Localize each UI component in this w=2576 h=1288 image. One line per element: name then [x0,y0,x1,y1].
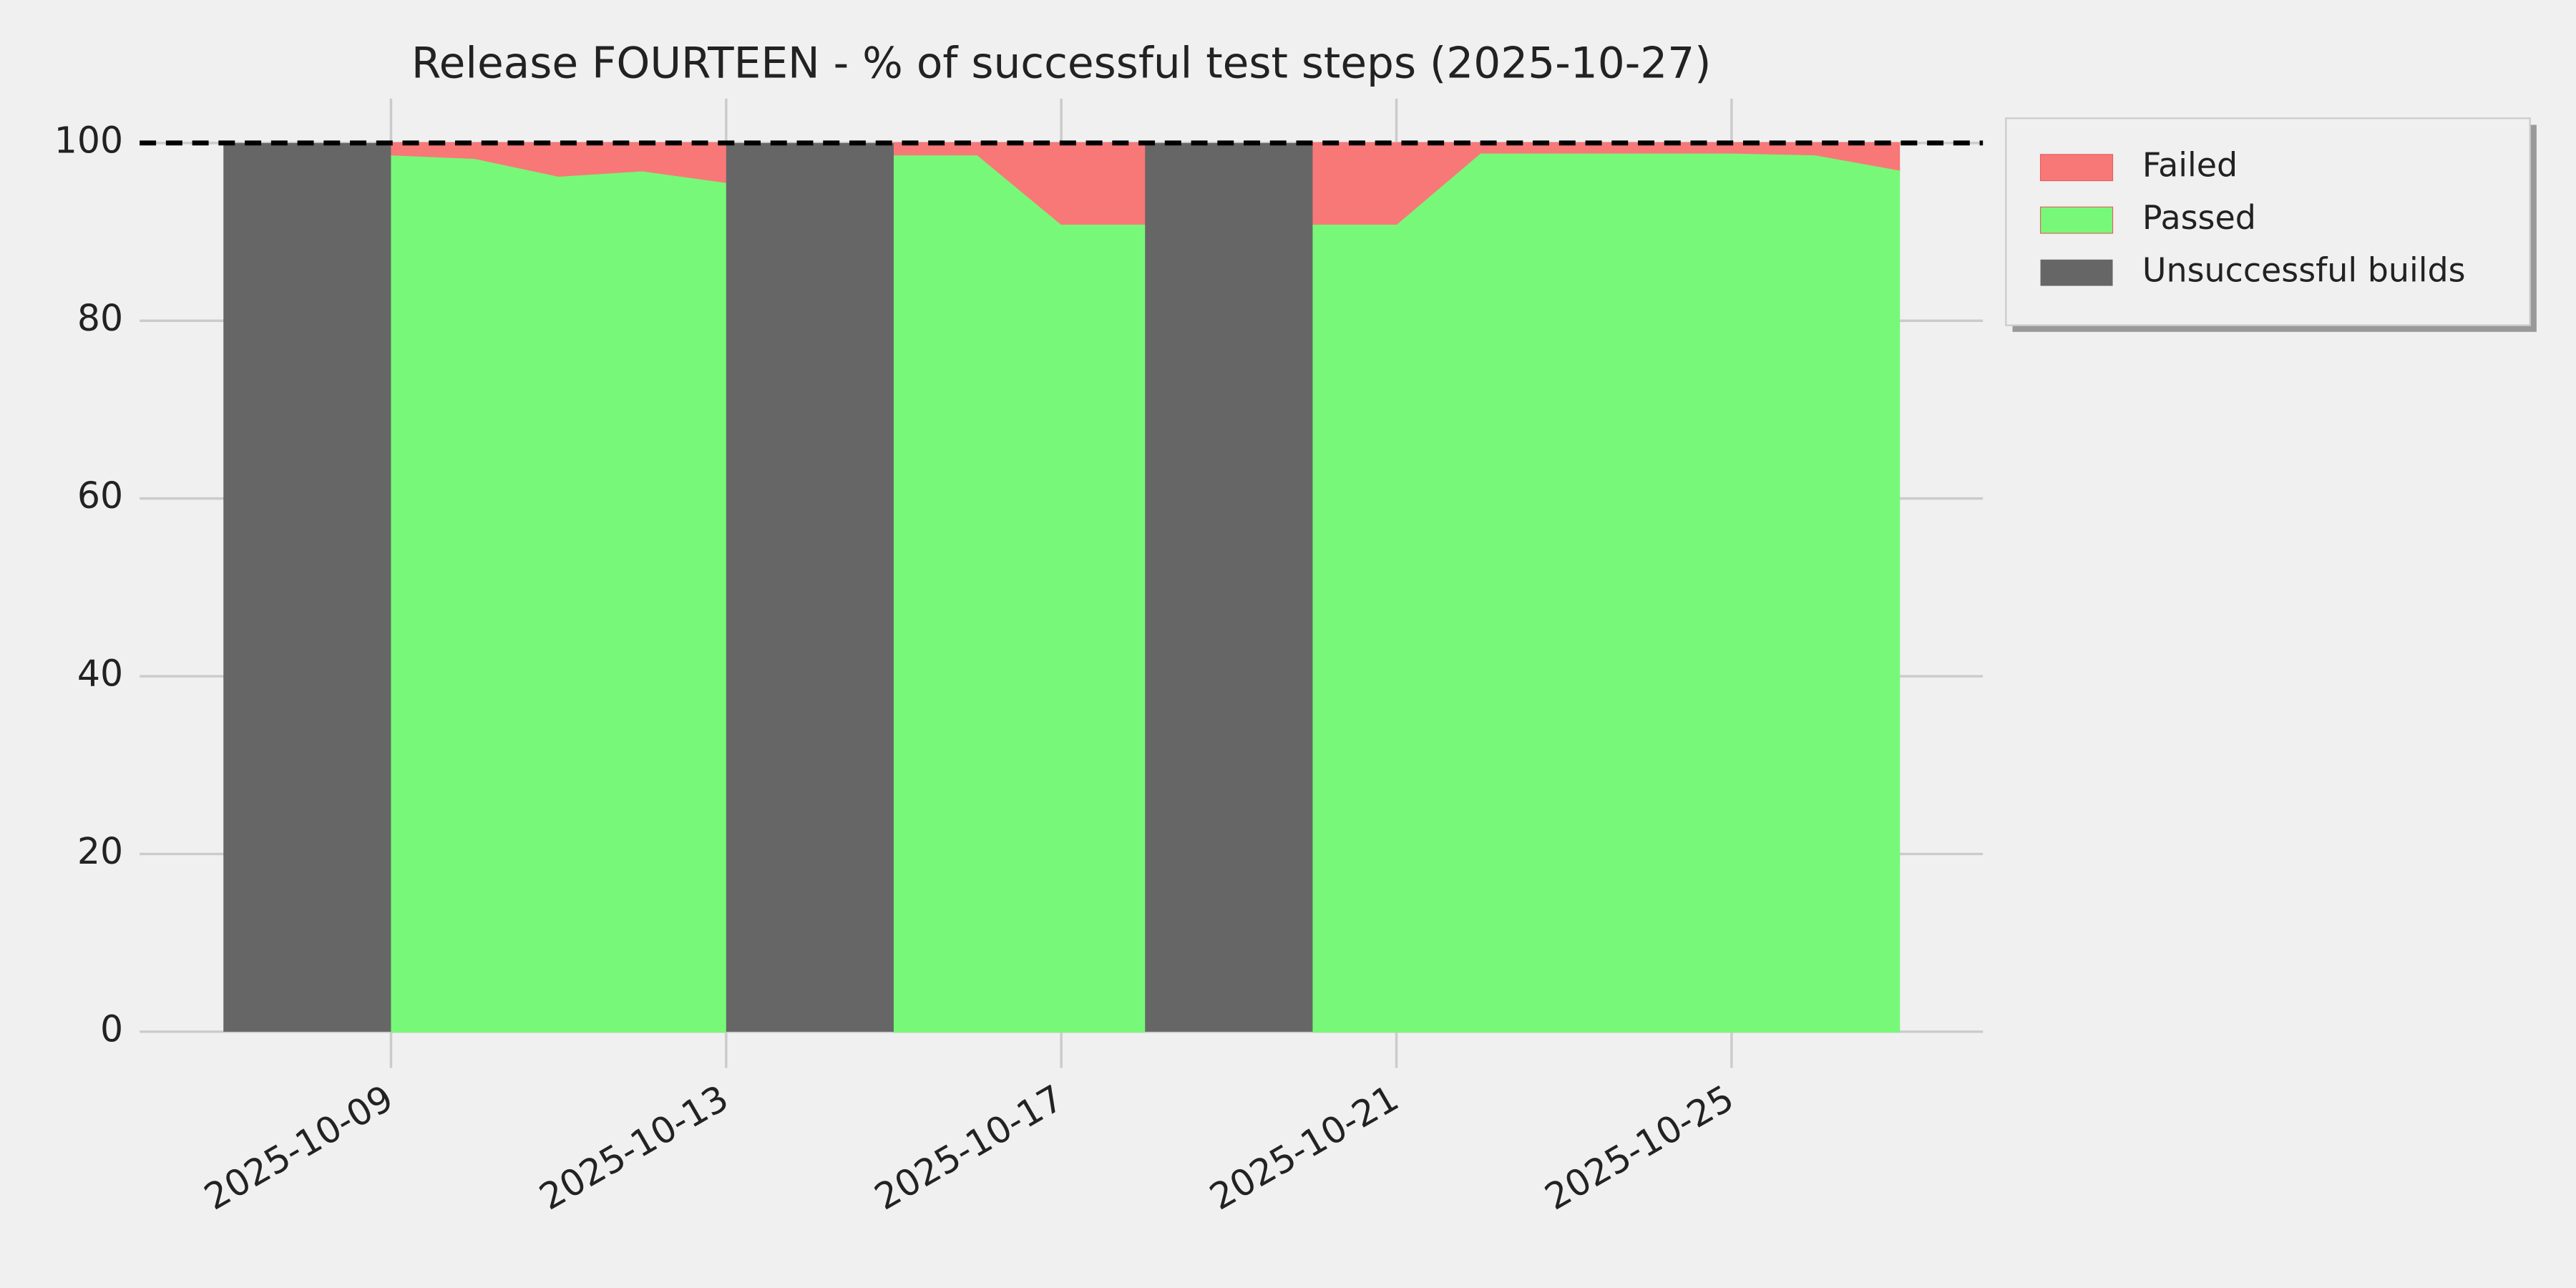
legend-label: Unsuccessful builds [2142,251,2466,290]
y-tick-label: 20 [77,830,123,872]
x-tick-label: 2025-10-21 [1203,1077,1406,1219]
y-tick-label: 40 [77,653,123,695]
legend-swatch [2039,154,2114,182]
legend-label: Passed [2142,198,2256,237]
legend-swatch [2040,259,2113,286]
y-tick-label: 60 [77,474,123,517]
area [1145,142,1313,1032]
legend-label: Failed [2142,146,2238,185]
x-tick-label: 2025-10-17 [867,1077,1070,1219]
plot-area [140,140,1984,1033]
legend: Failed Passed Unsuccessful builds [2005,117,2537,332]
y-tick-label: 80 [77,297,123,339]
x-tick-label: 2025-10-13 [532,1077,736,1219]
area [1312,152,1901,1033]
area [223,142,391,1032]
legend-swatch [2039,206,2114,234]
x-tick-label: 2025-10-09 [197,1077,401,1219]
y-tick-label: 100 [54,119,123,161]
area [390,153,727,1033]
chart-title: Release FOURTEEN - % of successful test … [411,39,1712,88]
y-tick-label: 0 [100,1008,123,1050]
area [892,153,1146,1033]
x-tick-label: 2025-10-25 [1538,1077,1741,1219]
area [726,142,894,1032]
